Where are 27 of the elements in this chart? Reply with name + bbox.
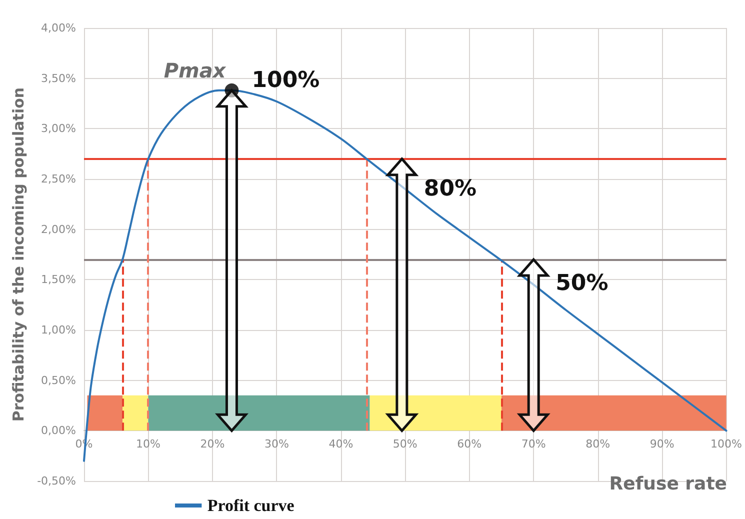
annotation: 50% [556,271,608,296]
annotation: Pmax [164,58,227,82]
y-tick-label: 2,00% [41,222,76,236]
x-tick-label: 30% [264,438,289,451]
x-tick-label: 20% [200,438,225,451]
annotation: 100% [252,68,320,93]
y-tick-label: 1,50% [41,273,76,286]
x-tick-label: 60% [457,438,482,451]
y-tick-label: 3,00% [41,122,76,136]
legend-label: Profit curve [207,496,295,515]
y-tick-label: 4,00% [41,22,76,34]
y-tick-label: 0,50% [41,374,76,387]
x-tick-label: 100% [710,438,742,451]
x-tick-label: 70% [521,438,546,451]
x-tick-label: 10% [136,438,160,451]
annotation: 80% [424,176,477,202]
x-tick-label: 80% [586,438,610,451]
y-tick-label: -0,50% [37,474,76,488]
x-tick-label: 40% [328,438,354,451]
y-tick-label: 1,00% [41,324,76,336]
y-tick-label: 2,50% [41,172,76,186]
y-tick-label: 0,00% [41,424,76,438]
x-tick-label: 90% [650,438,674,451]
y-tick-label: 3,50% [41,72,76,85]
y-axis-title: Profitability of the incoming population [10,87,28,422]
x-axis-title: Refuse rate [609,474,728,494]
x-tick-label: 50% [392,438,418,451]
